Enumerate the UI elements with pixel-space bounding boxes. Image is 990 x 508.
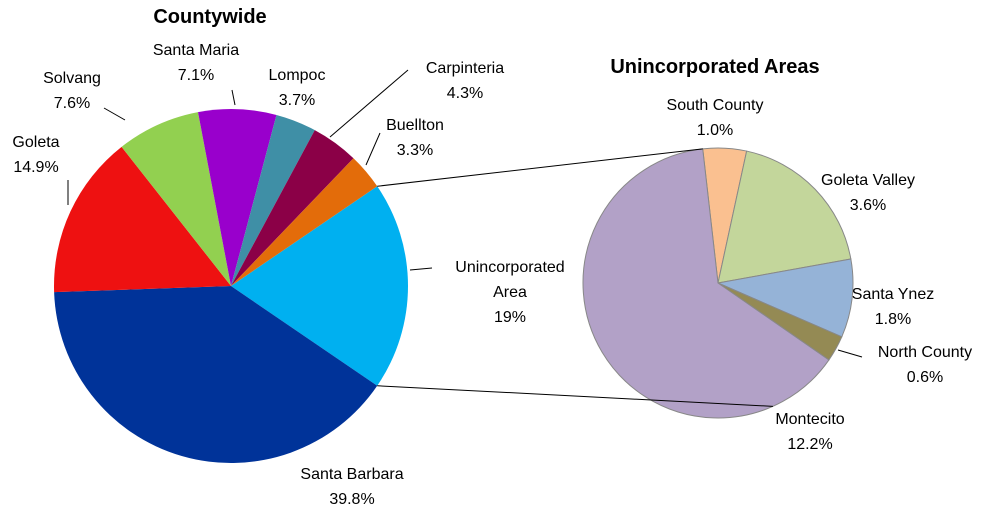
data-label: South County 1.0% [635,93,795,143]
chart-title: Unincorporated Areas [610,56,820,78]
label-name: Buellton [386,117,444,134]
pie-slice [716,258,854,338]
label-value: 7.6% [53,95,91,112]
pie-slice [54,286,378,463]
label-value: 14.9% [13,159,59,176]
pie-slice [717,150,852,284]
label-name: Lompoc [268,67,326,84]
pie-slice [231,158,378,286]
pie-slice [121,112,231,286]
label-value: 4.3% [446,85,484,102]
label-value: 1.8% [874,311,912,328]
data-label: Solvang 7.6% [0,66,152,116]
data-label: Lompoc 3.7% [217,63,377,113]
label-name: Goleta Valley [821,172,915,189]
chart-title: Countywide [153,6,267,28]
pie-slice [231,114,315,287]
data-label: Buellton 3.3% [335,113,495,163]
data-label: Montecito 12.2% [730,407,890,457]
connector-line [377,148,703,187]
leader-line [329,69,409,138]
leaders [67,69,863,358]
label-value: 7.1% [177,67,215,84]
connector-line [377,385,773,407]
label-name: Santa Barbara [300,466,404,483]
leader-line [409,267,433,271]
pie-slice [231,186,408,386]
label-name: Goleta [12,134,60,151]
data-label: North County 0.6% [845,340,990,390]
label-name: Santa Maria [152,42,240,59]
data-label: Santa Barbara 39.8% [272,462,432,508]
label-value: 1.0% [696,122,734,139]
data-label: Goleta Valley 3.6% [788,168,948,218]
label-name: Unincorporated Area [455,259,565,301]
label-value: 3.3% [396,142,434,159]
pie-slice [198,109,277,286]
data-label: Santa Ynez 1.8% [813,282,973,332]
leader-line [103,107,126,121]
pie-slice [582,148,830,419]
data-label: Unincorporated Area 19% [448,255,573,330]
data-label: Carpinteria 4.3% [385,56,545,106]
leader-line [231,89,236,106]
leader-line [365,132,381,166]
label-value: 12.2% [787,436,833,453]
label-name: South County [666,97,764,114]
label-name: Solvang [43,70,101,87]
pie-slice [54,146,231,293]
label-name: Santa Ynez [851,286,935,303]
label-name: North County [877,344,973,361]
data-label: Santa Maria 7.1% [116,38,276,88]
pie-slice [231,130,354,286]
data-label: Goleta 14.9% [0,130,116,180]
label-value: 0.6% [906,369,944,386]
label-value: 39.8% [329,491,375,508]
label-value: 19% [493,309,527,326]
label-name: Carpinteria [425,60,505,77]
leader-line [837,349,863,358]
label-name: Montecito [775,411,845,428]
label-value: 3.6% [849,197,887,214]
label-value: 3.7% [278,92,316,109]
